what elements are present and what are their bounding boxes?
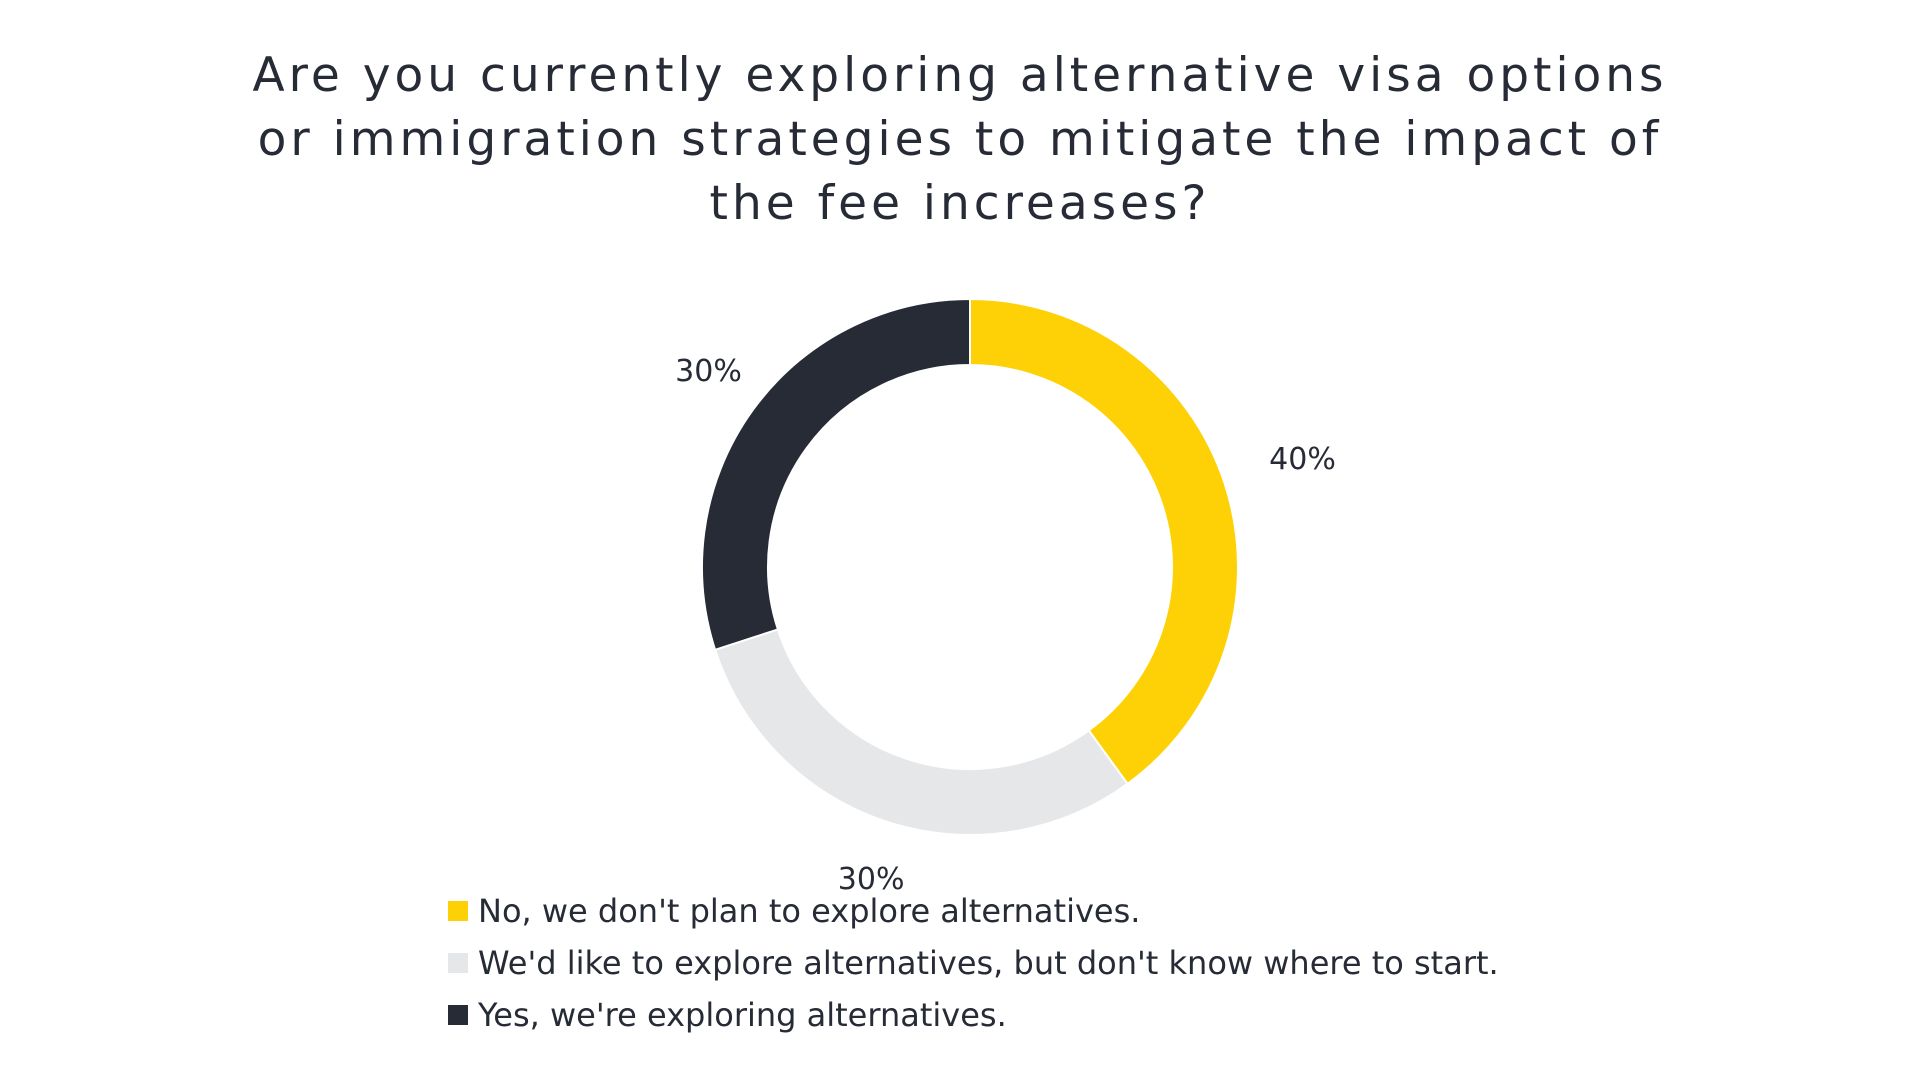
donut-slice-no	[969, 297, 1239, 786]
legend-swatch-would-like	[448, 953, 468, 973]
legend-item-no: No, we don't plan to explore alternative…	[448, 885, 1499, 937]
legend-item-would-like: We'd like to explore alternatives, but d…	[448, 937, 1499, 989]
slice-label-no: 40%	[1269, 442, 1336, 477]
slice-label-yes: 30%	[675, 354, 742, 389]
donut-slice-would-like	[713, 628, 1129, 836]
chart-title-line-1: Are you currently exploring alternative …	[252, 48, 1668, 103]
legend-label-would-like: We'd like to explore alternatives, but d…	[478, 944, 1499, 982]
chart-title-line-3: the fee increases?	[709, 176, 1211, 231]
chart-legend: No, we don't plan to explore alternative…	[448, 885, 1499, 1041]
legend-swatch-no	[448, 901, 468, 921]
legend-label-no: No, we don't plan to explore alternative…	[478, 892, 1141, 930]
chart-title-line-2: or immigration strategies to mitigate th…	[257, 112, 1663, 167]
slice-label-would-like: 30%	[838, 862, 905, 897]
donut-slice-yes	[701, 297, 971, 652]
legend-swatch-yes	[448, 1005, 468, 1025]
legend-label-yes: Yes, we're exploring alternatives.	[478, 996, 1007, 1034]
chart-title: Are you currently exploring alternative …	[160, 44, 1760, 236]
legend-item-yes: Yes, we're exploring alternatives.	[448, 989, 1499, 1041]
